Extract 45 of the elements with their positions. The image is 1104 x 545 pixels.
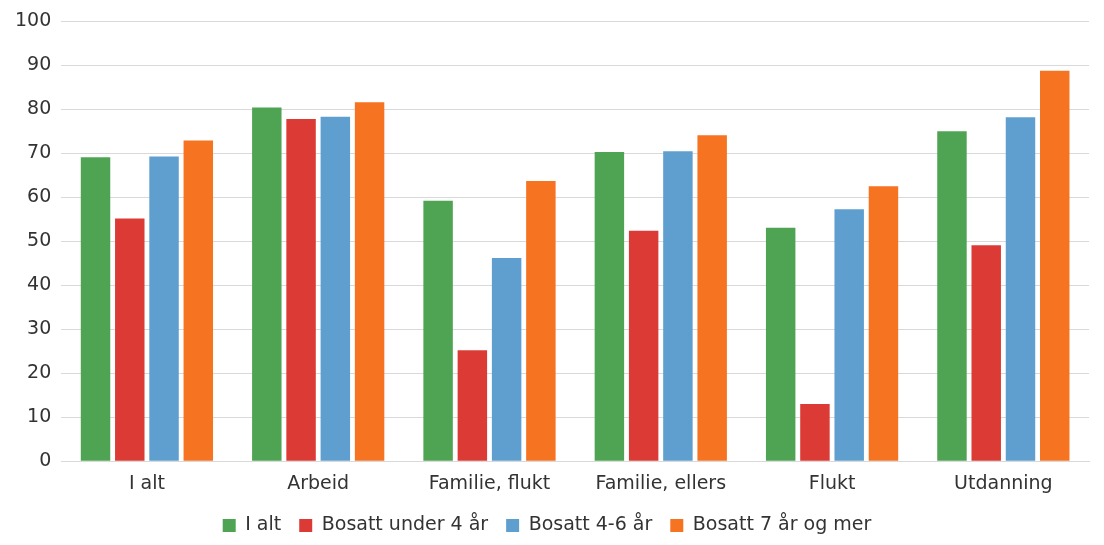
y-tick-label: 60: [27, 184, 52, 207]
legend-label: I alt: [245, 512, 282, 535]
x-tick-label: Utdanning: [954, 470, 1053, 493]
bar: [252, 107, 282, 461]
x-tick-label: Arbeid: [287, 470, 350, 493]
y-tick-label: 70: [27, 140, 52, 163]
bar: [115, 218, 145, 461]
bar: [423, 200, 453, 461]
bar: [491, 258, 522, 461]
legend-label: Bosatt 7 år og mer: [692, 512, 872, 535]
x-tick-label: I alt: [128, 470, 165, 493]
x-tick-label: Flukt: [808, 470, 856, 493]
bar: [868, 186, 899, 461]
x-tick-label: Familie, ellers: [595, 470, 727, 493]
legend-label: Bosatt under 4 år: [321, 512, 489, 535]
bar: [457, 350, 488, 461]
y-tick-label: 10: [27, 404, 52, 427]
bar: [286, 119, 316, 461]
bar: [354, 102, 385, 461]
bar: [800, 404, 830, 461]
y-tick-label: 90: [27, 52, 52, 75]
bar: [628, 230, 659, 461]
y-tick-label: 80: [27, 96, 52, 119]
y-tick-label: 0: [39, 448, 52, 471]
x-tick-label: Familie, flukt: [428, 470, 551, 493]
bar: [320, 116, 351, 461]
y-tick-label: 40: [27, 272, 52, 295]
bar: [594, 152, 625, 461]
y-tick-label: 50: [27, 228, 52, 251]
bar: [971, 245, 1001, 461]
bar: [183, 140, 214, 461]
y-tick-label: 30: [27, 316, 52, 339]
bar: [697, 135, 727, 461]
bar: [526, 181, 556, 461]
bar: [1040, 70, 1070, 461]
bar: [834, 209, 864, 461]
bar: [937, 131, 967, 461]
bar: [149, 156, 179, 461]
bar: [765, 227, 796, 461]
y-tick-label: 20: [27, 360, 52, 383]
bar: [663, 151, 693, 461]
y-tick-label: 100: [15, 8, 52, 31]
legend-label: Bosatt 4-6 år: [528, 512, 653, 535]
bar: [1005, 117, 1036, 461]
bar: [80, 157, 111, 461]
